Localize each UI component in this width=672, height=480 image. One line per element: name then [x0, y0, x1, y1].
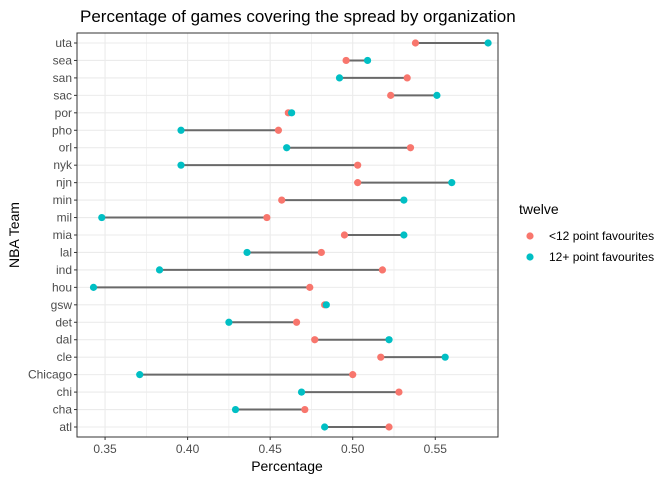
y-tick-label: gsw	[51, 298, 73, 312]
point-over12-mil	[98, 213, 106, 222]
point-over12-Chicago	[136, 371, 144, 379]
point-under12-nyk	[354, 161, 362, 169]
point-under12-ind	[378, 266, 387, 274]
point-under12-mia	[340, 231, 349, 239]
point-under12-san	[403, 74, 411, 82]
point-over12-cha	[231, 405, 240, 414]
grid	[77, 33, 498, 437]
legend-title: twelve	[519, 201, 559, 217]
points	[89, 39, 492, 431]
legend-key-1	[526, 253, 534, 261]
point-over12-atl	[321, 423, 329, 431]
y-tick-label: cha	[53, 403, 73, 417]
y-tick-label: nyk	[53, 158, 73, 172]
point-over12-nyk	[177, 161, 185, 169]
point-under12-njn	[354, 179, 362, 187]
y-tick-label: sea	[53, 53, 73, 67]
y-tick-label: sac	[53, 88, 72, 102]
legend: twelve <12 point favourites 12+ point favo…	[519, 201, 654, 264]
x-tick-label: 0.35	[93, 442, 117, 456]
y-tick-label: Chicago	[28, 368, 72, 382]
x-tick-label: 0.45	[258, 442, 282, 456]
point-over12-san	[335, 74, 344, 82]
y-tick-label: mil	[57, 211, 72, 225]
point-over12-ind	[155, 266, 164, 274]
y-tick-label: por	[55, 106, 72, 120]
y-tick-label: lal	[60, 245, 72, 259]
point-over12-sea	[363, 56, 372, 65]
point-under12-lal	[317, 248, 325, 257]
point-over12-orl	[283, 144, 291, 152]
legend-label: 12+ point favourites	[549, 250, 654, 264]
point-under12-Chicago	[349, 371, 357, 379]
legend-label: <12 point favourites	[549, 229, 654, 243]
x-axis-ticks: 0.35 0.40 0.45 0.50 0.55	[93, 437, 447, 456]
point-under12-mil	[263, 213, 271, 222]
y-tick-label: ind	[56, 263, 72, 277]
y-tick-label: san	[53, 71, 72, 85]
x-axis-title: Percentage	[251, 458, 323, 474]
y-axis-ticks: atl cha chi Chicago cle dal det gsw hou ind lal mia…	[28, 36, 77, 434]
point-over12-lal	[243, 248, 251, 257]
point-over12-pho	[177, 126, 185, 134]
point-over12-njn	[448, 179, 456, 187]
point-over12-min	[400, 196, 408, 204]
point-under12-pho	[274, 126, 283, 134]
point-over12-por	[288, 109, 296, 117]
point-under12-cha	[301, 405, 309, 414]
point-under12-dal	[311, 336, 319, 344]
point-under12-min	[278, 196, 286, 204]
point-over12-chi	[297, 388, 306, 396]
y-tick-label: dal	[56, 333, 72, 347]
point-over12-dal	[385, 336, 393, 344]
point-over12-hou	[89, 283, 98, 291]
y-tick-label: hou	[52, 280, 72, 294]
x-tick-label: 0.55	[424, 442, 448, 456]
y-tick-label: orl	[59, 141, 72, 155]
point-under12-atl	[385, 423, 393, 431]
legend-key-0	[526, 232, 534, 240]
point-over12-sac	[433, 91, 441, 99]
chart-title: Percentage of games covering the spread …	[80, 7, 516, 26]
point-under12-sac	[387, 91, 395, 99]
point-under12-uta	[411, 39, 420, 47]
point-under12-chi	[395, 388, 403, 396]
y-tick-label: chi	[57, 385, 72, 399]
segments	[93, 42, 489, 428]
y-tick-label: det	[55, 315, 72, 329]
y-tick-label: cle	[57, 350, 73, 364]
point-over12-cle	[441, 353, 449, 361]
y-tick-label: uta	[55, 36, 72, 50]
y-tick-label: pho	[52, 123, 72, 137]
x-tick-label: 0.50	[341, 442, 365, 456]
point-under12-sea	[342, 56, 350, 65]
y-axis-title: NBA Team	[6, 202, 22, 268]
y-tick-label: min	[53, 193, 72, 207]
point-under12-hou	[306, 283, 314, 291]
point-over12-uta	[484, 39, 492, 47]
y-tick-label: mia	[53, 228, 73, 242]
point-under12-cle	[377, 353, 385, 361]
point-over12-det	[225, 318, 233, 326]
x-tick-label: 0.40	[176, 442, 200, 456]
point-under12-orl	[406, 144, 415, 152]
y-tick-label: atl	[59, 420, 72, 434]
point-over12-mia	[400, 231, 408, 239]
point-under12-det	[292, 318, 301, 326]
y-tick-label: njn	[56, 176, 72, 190]
point-over12-gsw	[322, 301, 330, 309]
